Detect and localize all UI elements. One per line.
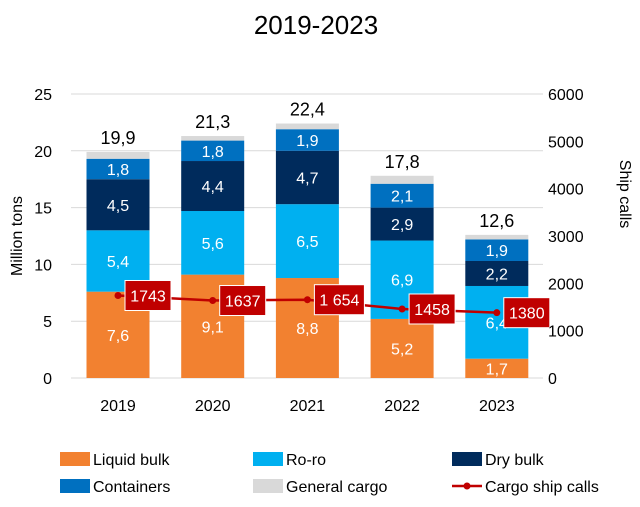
line-point [114,291,122,299]
legend-label: Ro-ro [286,452,326,469]
y2-tick-label: 2000 [548,276,584,293]
legend-label: Liquid bulk [93,452,171,469]
line-data-label: 1380 [509,306,545,323]
legend-label: Cargo ship calls [485,479,599,496]
y-tick-label: 0 [43,371,52,388]
data-label: 5,4 [107,254,129,271]
data-label: 6,9 [391,273,413,290]
bar-segment-general-cargo [275,123,339,130]
y-tick-label: 20 [34,144,52,161]
y-tick-label: 15 [34,201,52,218]
data-label: 2,2 [486,266,508,283]
line-point [398,305,406,313]
total-label: 17,8 [385,152,420,172]
bar-segment-dry-bulk [465,260,529,286]
legend: Liquid bulk Ro-ro Dry bulk Containers Genera… [60,452,599,496]
bar-segment-general-cargo [370,175,434,184]
data-label: 9,1 [202,319,224,336]
bar-segment-containers [465,239,529,261]
y2-tick-label: 1000 [548,324,584,341]
bar-segment-dry-bulk [181,161,245,212]
legend-swatch [60,479,90,493]
data-label: 5,6 [202,236,224,253]
legend-label: Dry bulk [485,452,545,469]
line-point [209,297,217,305]
bar-segment-general-cargo [181,136,245,141]
line-label-box [313,284,365,316]
line-label-box [503,297,551,329]
data-label: 1,9 [296,133,318,150]
x-tick-label: 2023 [479,398,515,415]
total-label: 21,3 [195,112,230,132]
data-label: 4,7 [296,170,318,187]
data-label: 1,9 [486,243,508,260]
data-label: 2,9 [391,217,413,234]
y-tick-label: 10 [34,257,52,274]
bar-segment-dry-bulk [275,150,339,205]
line-label-box [124,279,172,311]
y2-tick-label: 4000 [548,182,584,199]
line-data-label: 1637 [225,294,261,311]
x-tick-label: 2022 [384,398,420,415]
y2-tick-label: 0 [548,371,557,388]
y2-axis-label: Ship calls [616,160,633,228]
line-label-box [408,293,456,325]
bar-segment-ro-ro [275,204,339,279]
total-label: 12,6 [479,211,514,231]
data-label: 4,5 [107,198,129,215]
ship-calls-line: 1743 1637 1 654 1458 1380 [114,279,551,329]
legend-swatch [253,479,283,493]
bar-segment-liquid-bulk [370,318,434,378]
bar-segment-dry-bulk [86,179,150,231]
y-axis-label: Million tons [9,196,26,276]
data-label: 6,5 [296,234,318,251]
bar-segment-containers [370,183,434,208]
x-tick-label: 2020 [195,398,231,415]
data-label: 6,4 [486,315,508,332]
y-tick-label: 25 [34,87,52,104]
bar-segment-containers [275,129,339,151]
data-label: 8,8 [296,321,318,338]
bar-segment-ro-ro [181,211,245,275]
y2-tick-label: 6000 [548,87,584,104]
line-data-label: 1743 [130,288,166,305]
axes: 0 5 10 15 20 25 0 1000 2000 3000 4000 5000 6000 2019 2… [34,87,583,415]
bar-segment-general-cargo [465,234,529,240]
bar-segment-dry-bulk [370,207,434,241]
line-data-label: 1 654 [319,293,359,310]
legend-swatch [60,452,90,466]
data-label: 5,2 [391,341,413,358]
y2-tick-label: 5000 [548,134,584,151]
legend-line-marker [463,482,471,490]
x-tick-label: 2019 [100,398,136,415]
legend-label: General cargo [286,479,387,496]
y-tick-label: 5 [43,314,52,331]
total-label: 19,9 [100,128,135,148]
legend-swatch [253,452,283,466]
data-label: 1,8 [202,144,224,161]
bar-segment-containers [181,140,245,162]
total-label: 22,4 [290,100,325,120]
data-label: 4,4 [202,179,224,196]
data-label: 2,1 [391,189,413,206]
line-point [493,309,501,317]
x-tick-label: 2021 [290,398,326,415]
y2-tick-label: 3000 [548,229,584,246]
line-point [303,296,311,304]
line-label-box [219,285,267,317]
data-label: 7,6 [107,328,129,345]
data-label: 1,7 [486,361,508,378]
data-label: 1,8 [107,162,129,179]
chart-title: 2019-2023 [254,10,378,40]
line-data-label: 1458 [414,302,450,319]
bar-segment-liquid-bulk [465,358,529,378]
legend-swatch [452,452,482,466]
bar-segment-containers [86,158,150,180]
bar-segment-general-cargo [86,151,150,159]
bars: 7,6 5,4 4,5 1,8 19,9 9,1 5,6 4,4 1,8 21,3 8,8 6,5 4,… [86,100,529,378]
legend-label: Containers [93,479,170,496]
